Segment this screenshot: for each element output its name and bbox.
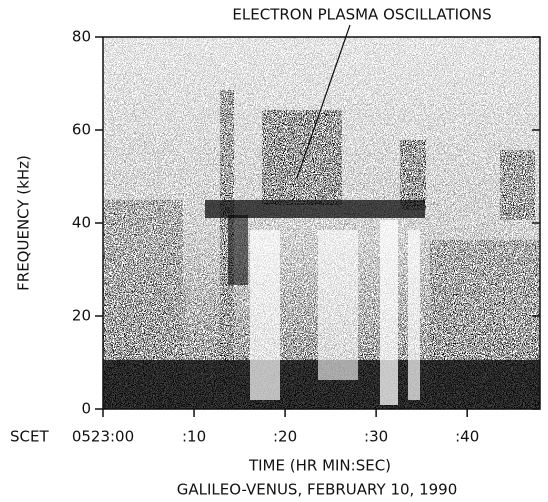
y-tick-label: 20 <box>72 307 91 325</box>
x-tick-label: :30 <box>364 428 388 446</box>
y-tick-label: 40 <box>72 214 91 232</box>
y-tick-label: 80 <box>72 28 91 46</box>
caption: GALILEO-VENUS, FEBRUARY 10, 1990 <box>177 481 458 499</box>
x-tick-label: 0523:00 <box>72 428 134 446</box>
x-tick-label: :20 <box>273 428 297 446</box>
y-tick-label: 0 <box>81 400 91 418</box>
x-axis-label: TIME (HR MIN:SEC) <box>248 457 391 475</box>
spectrogram-image <box>103 37 540 409</box>
y-axis-label: FREQUENCY (kHz) <box>15 155 33 291</box>
x-axis-prefix: SCET <box>10 428 49 446</box>
y-tick-label: 60 <box>72 121 91 139</box>
annotation-arrow <box>296 24 351 179</box>
x-tick-label: :10 <box>182 428 206 446</box>
annotation: ELECTRON PLASMA OSCILLATIONS <box>232 6 491 24</box>
x-tick-label: :40 <box>455 428 479 446</box>
